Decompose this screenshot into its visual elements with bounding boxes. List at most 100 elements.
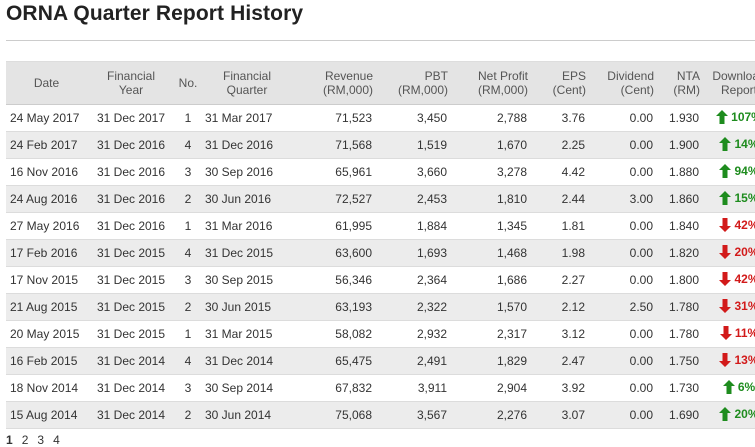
change-percent: 42%	[734, 217, 755, 232]
cell-revenue: 58,082	[293, 320, 381, 348]
page-link-1[interactable]: 1	[6, 433, 13, 447]
download-report-link[interactable]: 31%	[719, 298, 755, 313]
cell-download-report: 94%	[708, 158, 755, 186]
red-down-arrow-icon	[719, 244, 732, 259]
cell-quarter-no: 1	[175, 320, 201, 348]
cell-eps: 2.12	[536, 293, 594, 321]
cell-download-report: 14%	[708, 131, 755, 159]
download-report-link[interactable]: 42%	[719, 271, 755, 286]
cell-pbt: 2,491	[381, 347, 456, 375]
red-down-arrow-icon	[719, 298, 732, 313]
quarter-report-table: Date Financial Year No. Financial Quarter Reve…	[6, 61, 755, 429]
cell-download-report: 107%	[708, 104, 755, 132]
cell-net-profit: 2,904	[456, 374, 536, 402]
cell-financial-quarter: 30 Jun 2014	[201, 401, 293, 429]
header-eps[interactable]: EPS (Cent)	[536, 61, 594, 105]
cell-net-profit: 1,345	[456, 212, 536, 240]
cell-quarter-no: 3	[175, 374, 201, 402]
cell-download-report: 15%	[708, 185, 755, 213]
header-dividend[interactable]: Dividend (Cent)	[594, 61, 662, 105]
cell-date: 24 May 2017	[6, 104, 87, 132]
cell-download-report: 20%	[708, 239, 755, 267]
cell-eps: 2.44	[536, 185, 594, 213]
cell-dividend: 0.00	[594, 212, 662, 240]
cell-eps: 2.47	[536, 347, 594, 375]
cell-revenue: 63,193	[293, 293, 381, 321]
cell-eps: 3.76	[536, 104, 594, 132]
cell-nta: 1.750	[662, 347, 708, 375]
header-date[interactable]: Date	[6, 61, 87, 105]
header-financial-year[interactable]: Financial Year	[87, 61, 175, 105]
cell-net-profit: 1,686	[456, 266, 536, 294]
header-net-profit[interactable]: Net Profit (RM,000)	[456, 61, 536, 105]
cell-dividend: 0.00	[594, 266, 662, 294]
table-row: 17 Feb 2016 31 Dec 2015 4 31 Dec 2015 63,600…	[6, 239, 755, 267]
header-download-report[interactable]: DownloadReport	[708, 61, 755, 105]
header-no[interactable]: No.	[175, 61, 201, 105]
table-row: 27 May 2016 31 Dec 2016 1 31 Mar 2016 61,995…	[6, 212, 755, 240]
cell-financial-year: 31 Dec 2015	[87, 266, 175, 294]
red-down-arrow-icon	[719, 325, 732, 340]
cell-revenue: 71,523	[293, 104, 381, 132]
cell-dividend: 2.50	[594, 293, 662, 321]
table-row: 24 May 2017 31 Dec 2017 1 31 Mar 2017 71,523…	[6, 104, 755, 132]
cell-net-profit: 2,788	[456, 104, 536, 132]
header-nta[interactable]: NTA (RM)	[662, 61, 708, 105]
download-report-link[interactable]: 107%	[716, 109, 755, 124]
change-percent: 13%	[734, 352, 755, 367]
download-report-link[interactable]: 42%	[719, 217, 755, 232]
cell-nta: 1.860	[662, 185, 708, 213]
cell-revenue: 75,068	[293, 401, 381, 429]
page-link-3[interactable]: 3	[37, 433, 45, 447]
download-report-link[interactable]: 94%	[719, 163, 755, 178]
cell-eps: 1.81	[536, 212, 594, 240]
table-row: 24 Feb 2017 31 Dec 2016 4 31 Dec 2016 71,568…	[6, 131, 755, 159]
change-percent: 31%	[734, 298, 755, 313]
cell-nta: 1.690	[662, 401, 708, 429]
cell-financial-year: 31 Dec 2014	[87, 401, 175, 429]
green-up-arrow-icon	[716, 109, 729, 124]
header-financial-quarter[interactable]: Financial Quarter	[201, 61, 293, 105]
header-revenue[interactable]: Revenue (RM,000)	[293, 61, 381, 105]
cell-dividend: 0.00	[594, 320, 662, 348]
title-divider	[6, 40, 755, 41]
cell-quarter-no: 1	[175, 104, 201, 132]
cell-dividend: 0.00	[594, 131, 662, 159]
download-report-link[interactable]: 20%	[719, 244, 755, 259]
header-pbt[interactable]: PBT (RM,000)	[381, 61, 456, 105]
cell-financial-quarter: 30 Sep 2014	[201, 374, 293, 402]
cell-pbt: 3,450	[381, 104, 456, 132]
download-report-link[interactable]: 6%	[722, 379, 755, 394]
download-report-link[interactable]: 11%	[719, 325, 755, 340]
cell-pbt: 3,911	[381, 374, 456, 402]
table-row: 21 Aug 2015 31 Dec 2015 2 30 Jun 2015 63,193…	[6, 293, 755, 321]
change-percent: 42%	[734, 271, 755, 286]
cell-date: 16 Feb 2015	[6, 347, 87, 375]
cell-net-profit: 1,468	[456, 239, 536, 267]
cell-dividend: 0.00	[594, 239, 662, 267]
download-report-link[interactable]: 13%	[719, 352, 755, 367]
cell-net-profit: 1,829	[456, 347, 536, 375]
cell-dividend: 0.00	[594, 347, 662, 375]
quarter-report-table-container: Date Financial Year No. Financial Quarter Reve…	[6, 61, 755, 429]
cell-financial-quarter: 31 Dec 2016	[201, 131, 293, 159]
change-percent: 107%	[731, 109, 755, 124]
cell-quarter-no: 2	[175, 185, 201, 213]
cell-download-report: 13%	[708, 347, 755, 375]
page-link-4[interactable]: 4	[53, 433, 60, 447]
cell-revenue: 65,475	[293, 347, 381, 375]
table-row: 15 Aug 2014 31 Dec 2014 2 30 Jun 2014 75,068…	[6, 401, 755, 429]
cell-financial-quarter: 31 Mar 2017	[201, 104, 293, 132]
download-report-link[interactable]: 20%	[719, 406, 755, 421]
page-link-2[interactable]: 2	[21, 433, 29, 447]
cell-net-profit: 2,317	[456, 320, 536, 348]
download-report-link[interactable]: 15%	[719, 190, 755, 205]
download-report-link[interactable]: 14%	[719, 136, 755, 151]
cell-pbt: 2,322	[381, 293, 456, 321]
cell-pbt: 2,364	[381, 266, 456, 294]
cell-eps: 3.12	[536, 320, 594, 348]
cell-financial-year: 31 Dec 2014	[87, 374, 175, 402]
cell-financial-quarter: 31 Dec 2014	[201, 347, 293, 375]
cell-pbt: 3,567	[381, 401, 456, 429]
